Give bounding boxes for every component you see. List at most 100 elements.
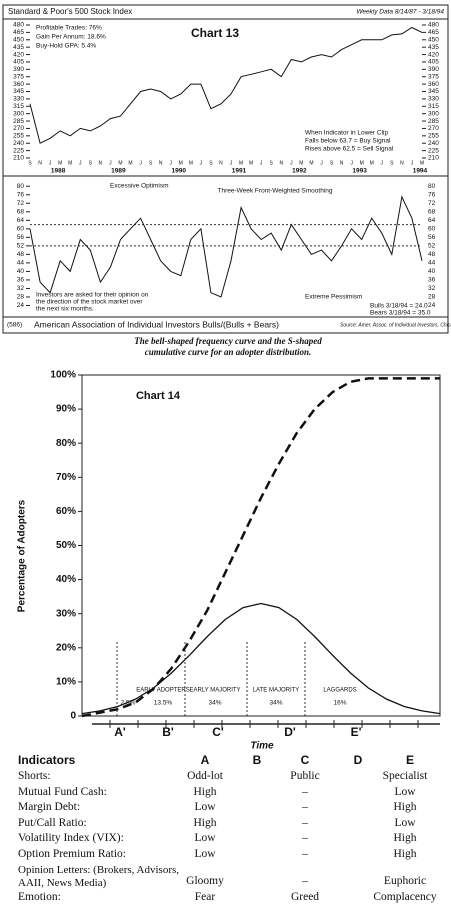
table-cell: E: [405, 753, 414, 767]
x-year-label: 1990: [171, 168, 186, 175]
table-cell: Volatility Index (VIX):: [18, 832, 124, 844]
x-tick-label: S: [89, 160, 93, 166]
annotation: Rises above 62.5 = Sell Signal: [305, 146, 394, 153]
y-tick-label: 270: [428, 125, 439, 132]
table-cell: Low: [194, 801, 216, 813]
x-tick-label: J: [411, 160, 414, 166]
y-tick-label: 60: [17, 226, 25, 233]
x-tick-label: M: [68, 160, 72, 166]
y-tick-label: 390: [428, 66, 439, 73]
chart-title: The bell-shaped frequency curve and the …: [134, 336, 322, 346]
y-tick-label: 76: [17, 191, 25, 198]
segment-share: 34%: [269, 700, 282, 707]
table-cell: –: [302, 786, 308, 798]
table-cell: A: [200, 753, 210, 767]
y-tick-label: 240: [428, 140, 439, 147]
x-tick-label: J: [381, 160, 384, 166]
y-tick-label: 52: [17, 243, 25, 250]
table-cell: Fear: [194, 891, 216, 903]
x-axis-label: Time: [250, 741, 274, 752]
x-tick-label: J: [79, 160, 82, 166]
x-tick-label: N: [400, 160, 404, 166]
y-tick-label: 330: [428, 96, 439, 103]
x-tick-label: J: [350, 160, 353, 166]
y-tick-label: 435: [428, 44, 439, 51]
y-tick-label: 300: [428, 110, 439, 117]
y-tick-label: 0: [70, 711, 76, 722]
x-tick-label: N: [279, 160, 283, 166]
table-cell: B: [252, 753, 262, 767]
y-tick-label: 285: [428, 118, 439, 125]
y-tick-label: 48: [428, 251, 436, 258]
x-year-label: 1989: [111, 168, 126, 175]
table-cell: Odd-lot: [187, 770, 223, 782]
y-tick-label: 375: [428, 73, 439, 80]
y-tick-label: 270: [13, 125, 24, 132]
y-tick-label: 210: [428, 155, 439, 162]
y-tick-label: 60: [428, 226, 436, 233]
y-tick-label: 285: [13, 118, 24, 125]
y-tick-label: 40: [428, 268, 436, 275]
chart13-frame: [2, 4, 449, 334]
annotation: the direction of the stock market over: [36, 299, 143, 306]
table-cell: Greed: [290, 891, 320, 903]
table-cell: Shorts:: [18, 770, 51, 782]
annotation: When Indicator in Lower Clip: [305, 130, 388, 137]
y-tick-label: 360: [428, 81, 439, 88]
x-year-label: 1988: [51, 168, 66, 175]
x-tick-label: J: [230, 160, 233, 166]
x-tick-label: S: [28, 160, 32, 166]
y-tick-label: 330: [13, 96, 24, 103]
chart-subtitle: Weekly Data 8/14/87 - 3/18/94: [356, 9, 444, 16]
annotation: Investors are asked for their opinion on: [36, 292, 149, 299]
segment-share: 34%: [208, 700, 221, 707]
reading: Bulls 3/18/94 = 24.0: [370, 303, 428, 310]
y-axis-label: Percentage of Adopters: [17, 499, 28, 612]
y-tick-label: 405: [428, 59, 439, 66]
y-tick-label: 345: [13, 88, 24, 95]
x-tick-label: J: [200, 160, 203, 166]
x-tick-label: J: [320, 160, 323, 166]
y-tick-label: 28: [17, 294, 25, 301]
data-line: [81, 602, 441, 715]
table-cell: Low: [394, 817, 416, 829]
x-tick-label: S: [209, 160, 213, 166]
note: (586): [7, 322, 22, 329]
table-cell: High: [193, 817, 217, 829]
reading: Bears 3/18/94 = 35.0: [370, 310, 431, 317]
y-tick-label: 450: [428, 36, 439, 43]
y-tick-label: 40%: [56, 574, 76, 585]
table-cell: Option Premium Ratio:: [18, 848, 126, 860]
y-tick-label: 20%: [56, 642, 76, 653]
x-tick-label: S: [330, 160, 334, 166]
segment-name: EARLY ADOPTERS: [136, 688, 189, 694]
table-cell: Low: [394, 786, 416, 798]
x-year-label: 1992: [292, 168, 307, 175]
y-tick-label: 36: [17, 277, 25, 284]
table-cell: –: [302, 817, 308, 829]
y-tick-label: 32: [428, 285, 436, 292]
y-tick-label: 435: [13, 44, 24, 51]
y-tick-label: 56: [17, 234, 25, 241]
phase-label: A': [114, 725, 126, 739]
y-tick-label: 24: [428, 302, 436, 309]
y-tick-label: 40: [17, 268, 25, 275]
x-tick-label: M: [179, 160, 183, 166]
x-tick-label: N: [219, 160, 223, 166]
x-tick-label: N: [340, 160, 344, 166]
table-cell: Low: [194, 848, 216, 860]
table-cell: Complacency: [373, 891, 437, 903]
x-tick-label: M: [128, 160, 132, 166]
y-tick-label: 10%: [56, 677, 76, 688]
y-tick-label: 240: [13, 140, 24, 147]
table-cell: High: [193, 786, 217, 798]
table-cell: High: [393, 832, 417, 844]
panel-title: American Association of Individual Inves…: [34, 319, 279, 329]
y-tick-label: 64: [428, 217, 436, 224]
y-tick-label: 50%: [56, 540, 76, 551]
y-tick-label: 255: [428, 133, 439, 140]
table-cell: –: [302, 848, 308, 860]
y-tick-label: 90%: [56, 404, 76, 415]
x-year-label: 1991: [232, 168, 247, 175]
chart-title: Standard & Poor's 500 Stock Index: [8, 7, 132, 16]
